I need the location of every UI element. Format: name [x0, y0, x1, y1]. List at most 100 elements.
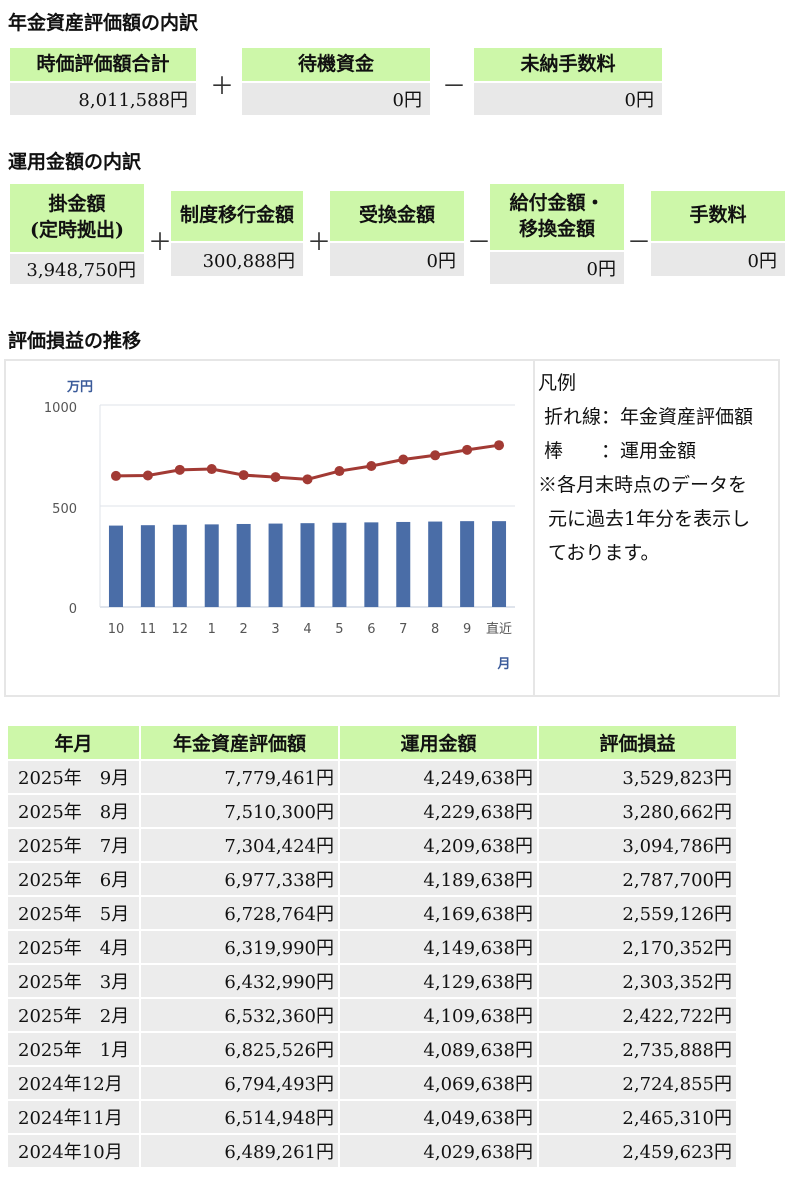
benefit-transfer-label-line1: 給付金額・: [509, 192, 605, 215]
x-tick-label: 1: [208, 622, 216, 637]
table-row: 2025年 3月 6,432,990円 4,129,638円 2,303,352円: [8, 965, 736, 997]
line-point-asset-value: [270, 472, 281, 483]
x-axis-unit-label: 月: [496, 657, 510, 672]
table-row: 2025年 1月 6,825,526円 4,089,638円 2,735,888円: [8, 1033, 736, 1065]
x-tick-label: 12: [172, 622, 189, 637]
y-axis-unit-label: 万円: [66, 380, 93, 395]
bar-operation-amount: [364, 522, 379, 607]
table-row: 2025年 2月 6,532,360円 4,109,638円 2,422,722円: [8, 999, 736, 1031]
year-month-cell: 2025年 1月: [8, 1033, 139, 1065]
history-header-row: 年月 年金資産評価額 運用金額 評価損益: [8, 726, 736, 759]
x-tick-label: 9: [463, 622, 471, 637]
asset-value-cell: 7,510,300円: [141, 795, 338, 827]
unpaid-fees-value: 0円: [474, 83, 662, 115]
line-point-asset-value: [494, 440, 505, 451]
system-transfer-label: 制度移行金額: [171, 191, 303, 241]
bar-operation-amount: [300, 523, 315, 607]
valuation-gain-cell: 3,094,786円: [539, 829, 736, 861]
line-point-asset-value: [462, 444, 473, 455]
bar-operation-amount: [332, 522, 347, 607]
year-month-cell: 2025年 2月: [8, 999, 139, 1031]
bar-operation-amount: [204, 524, 219, 607]
table-row: 2024年11月 6,514,948円 4,049,638円 2,465,310円: [8, 1101, 736, 1133]
x-tick-label: 11: [140, 622, 157, 637]
header-valuation-gain: 評価損益: [539, 726, 736, 759]
line-point-asset-value: [334, 466, 345, 477]
x-tick-label: 2: [240, 622, 248, 637]
received-transfer-label: 受換金額: [330, 191, 464, 241]
x-tick-label: 4: [303, 622, 311, 637]
bar-operation-amount: [172, 524, 187, 607]
system-transfer-value: 300,888円: [171, 243, 303, 276]
year-month-cell: 2024年10月: [8, 1135, 139, 1167]
valuation-gain-cell: 2,459,623円: [539, 1135, 736, 1167]
standby-funds-label: 待機資金: [242, 48, 430, 81]
history-table: 年月 年金資産評価額 運用金額 評価損益 2025年 9月 7,779,461円 4…: [6, 724, 738, 1169]
asset-value-cell: 7,304,424円: [141, 829, 338, 861]
year-month-cell: 2025年 3月: [8, 965, 139, 997]
valuation-gain-cell: 2,422,722円: [539, 999, 736, 1031]
asset-value-cell: 6,825,526円: [141, 1033, 338, 1065]
line-point-asset-value: [238, 470, 249, 481]
operation-amount-cell: 4,209,638円: [340, 829, 537, 861]
valuation-gain-cell: 2,559,126円: [539, 897, 736, 929]
year-month-cell: 2025年 5月: [8, 897, 139, 929]
table-row: 2025年 5月 6,728,764円 4,169,638円 2,559,126円: [8, 897, 736, 929]
minus-operator: －: [627, 228, 651, 256]
valuation-gain-cell: 3,280,662円: [539, 795, 736, 827]
table-row: 2025年 9月 7,779,461円 4,249,638円 3,529,823円: [8, 761, 736, 793]
header-operation-amount: 運用金額: [340, 726, 537, 759]
benefit-transfer-label: 給付金額・ 移換金額: [490, 184, 624, 250]
line-point-asset-value: [174, 464, 185, 475]
legend-note-line2: 元に過去1年分を表示し: [548, 508, 751, 530]
operation-breakdown-title: 運用金額の内訳: [8, 151, 142, 173]
bar-operation-amount: [268, 523, 283, 607]
bar-operation-amount: [236, 523, 251, 607]
operation-amount-cell: 4,089,638円: [340, 1033, 537, 1065]
asset-value-cell: 6,319,990円: [141, 931, 338, 963]
year-month-cell: 2025年 7月: [8, 829, 139, 861]
valuation-gain-cell: 2,170,352円: [539, 931, 736, 963]
chart-legend: 凡例 折れ線：年金資産評価額 棒 ：運用金額 ※各月末時点のデータを 元に過去1…: [538, 366, 753, 570]
line-point-asset-value: [302, 474, 313, 485]
x-tick-label: 8: [431, 622, 439, 637]
table-row: 2025年 6月 6,977,338円 4,189,638円 2,787,700円: [8, 863, 736, 895]
line-point-asset-value: [110, 470, 121, 481]
x-tick-label: 10: [108, 622, 125, 637]
asset-breakdown-title: 年金資産評価額の内訳: [8, 12, 199, 34]
line-point-asset-value: [142, 470, 153, 481]
fees-label: 手数料: [651, 191, 785, 241]
operation-amount-cell: 4,109,638円: [340, 999, 537, 1031]
contribution-label: 掛金額 (定時拠出): [10, 184, 144, 252]
x-tick-label: 3: [271, 622, 279, 637]
operation-amount-cell: 4,149,638円: [340, 931, 537, 963]
line-point-asset-value: [206, 464, 217, 475]
table-row: 2025年 4月 6,319,990円 4,149,638円 2,170,352円: [8, 931, 736, 963]
asset-value-cell: 6,514,948円: [141, 1101, 338, 1133]
y-tick-1000: 1000: [44, 401, 77, 416]
x-tick-label: 5: [335, 622, 343, 637]
valuation-gain-cell: 2,465,310円: [539, 1101, 736, 1133]
bar-operation-amount: [108, 525, 123, 607]
x-tick-label: 6: [367, 622, 375, 637]
market-value-total-value: 8,011,588円: [10, 83, 196, 115]
market-value-total-label: 時価評価額合計: [10, 48, 196, 81]
trend-chart: 万円 1000 500 0 月 10 11 12 1 2 3 4 5 6 7 8 9 直近: [44, 380, 515, 672]
plus-operator: ＋: [210, 72, 234, 100]
valuation-gain-cell: 3,529,823円: [539, 761, 736, 793]
unpaid-fees-label: 未納手数料: [474, 48, 662, 81]
bar-operation-amount: [428, 521, 443, 607]
valuation-gain-cell: 2,303,352円: [539, 965, 736, 997]
contribution-label-line1: 掛金額: [48, 193, 106, 216]
operation-amount-cell: 4,249,638円: [340, 761, 537, 793]
line-point-asset-value: [366, 461, 377, 472]
year-month-cell: 2025年 8月: [8, 795, 139, 827]
year-month-cell: 2024年12月: [8, 1067, 139, 1099]
trend-chart-panel: [4, 359, 780, 697]
header-asset-value: 年金資産評価額: [141, 726, 338, 759]
benefit-transfer-value: 0円: [490, 252, 624, 284]
standby-funds-value: 0円: [242, 83, 430, 115]
valuation-gain-cell: 2,787,700円: [539, 863, 736, 895]
operation-amount-cell: 4,229,638円: [340, 795, 537, 827]
operation-amount-cell: 4,069,638円: [340, 1067, 537, 1099]
